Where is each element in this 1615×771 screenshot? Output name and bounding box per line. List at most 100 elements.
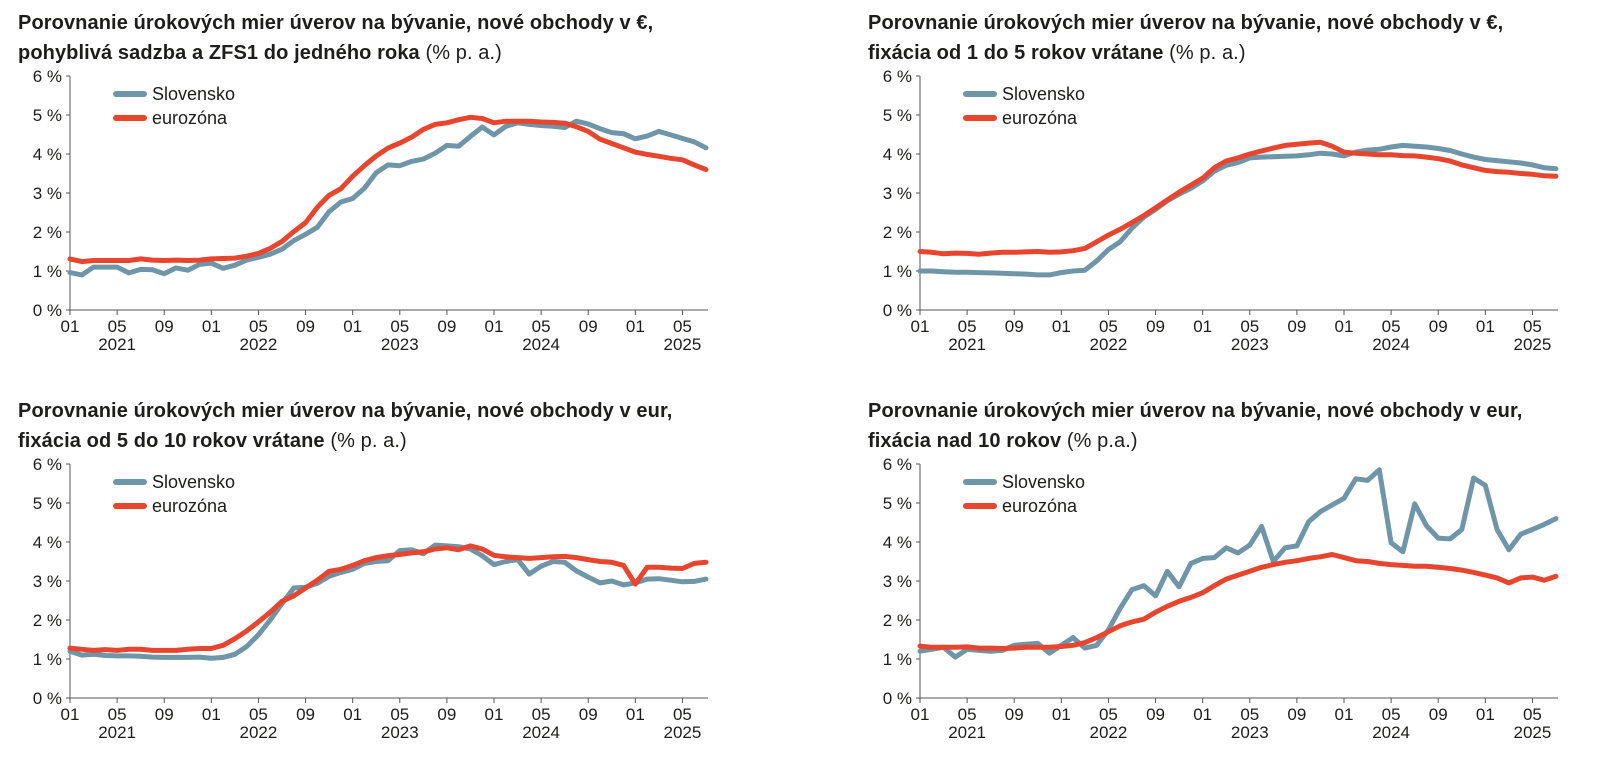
- x-year-label: 2024: [522, 723, 560, 742]
- x-tick-label: 01: [1052, 705, 1071, 724]
- x-year-label: 2022: [240, 335, 278, 354]
- chart-title: Porovnanie úrokových mier úverov na býva…: [18, 396, 778, 456]
- chart-title-line-1: Porovnanie úrokových mier úverov na býva…: [868, 12, 1504, 34]
- y-tick-label: 3 %: [883, 572, 912, 591]
- chart-svg: 0 % 1 % 2 % 3 % 4 % 5 % 6 % 01 05 09 01 05 09 01 05 09 0…: [883, 455, 1559, 742]
- x-tick-label: 09: [1287, 705, 1306, 724]
- series-line-slovensko: [917, 467, 1559, 660]
- x-tick-label: 05: [532, 705, 551, 724]
- x-tick-label: 05: [1099, 705, 1118, 724]
- x-tick-label: 01: [61, 317, 80, 336]
- y-tick-label: 2 %: [883, 611, 912, 630]
- y-tick-label: 3 %: [33, 184, 62, 203]
- chart-title: Porovnanie úrokových mier úverov na býva…: [18, 8, 778, 68]
- chart-panel-fixation-over-10: Porovnanie úrokových mier úverov na býva…: [868, 396, 1615, 771]
- x-tick-label: 09: [1287, 317, 1306, 336]
- x-year-label: 2023: [1231, 335, 1269, 354]
- y-tick-label: 0 %: [33, 301, 62, 320]
- series-line-eurozona: [917, 139, 1559, 257]
- y-tick-label: 0 %: [883, 301, 912, 320]
- chart-panel-fixation-1-5: Porovnanie úrokových mier úverov na býva…: [868, 8, 1615, 383]
- x-tick-label: 01: [485, 317, 504, 336]
- chart-title-unit: (% p.a.): [1066, 430, 1138, 452]
- x-tick-label: 05: [958, 317, 977, 336]
- series-line-slovensko: [67, 542, 709, 661]
- x-tick-label: 05: [673, 317, 692, 336]
- x-tick-label: 05: [1523, 705, 1542, 724]
- x-year-label: 2021: [98, 335, 136, 354]
- x-tick-label: 09: [1146, 317, 1165, 336]
- x-tick-label: 09: [296, 705, 315, 724]
- x-tick-label: 05: [1240, 705, 1259, 724]
- x-tick-label: 09: [155, 705, 174, 724]
- x-year-label: 2022: [240, 723, 278, 742]
- x-tick-label: 01: [1335, 705, 1354, 724]
- legend-label: Slovensko: [1002, 84, 1085, 104]
- x-tick-label: 01: [485, 705, 504, 724]
- x-tick-label: 01: [61, 705, 80, 724]
- chart-title-line-2: fixácia nad 10 rokov (% p.a.): [868, 430, 1138, 452]
- chart-panel-floating-rate: Porovnanie úrokových mier úverov na býva…: [18, 8, 798, 383]
- x-tick-label: 05: [249, 705, 268, 724]
- y-tick-label: 4 %: [883, 145, 912, 164]
- x-tick-label: 09: [1005, 317, 1024, 336]
- x-tick-label: 05: [958, 705, 977, 724]
- legend-label: Slovensko: [152, 84, 235, 104]
- x-tick-label: 01: [1335, 317, 1354, 336]
- y-tick-label: 4 %: [33, 145, 62, 164]
- chart-title-line-1: Porovnanie úrokových mier úverov na býva…: [868, 400, 1523, 422]
- x-tick-label: 01: [343, 705, 362, 724]
- x-tick-label: 01: [1476, 705, 1495, 724]
- x-tick-label: 05: [1382, 705, 1401, 724]
- legend-label: eurozóna: [1002, 496, 1078, 516]
- x-year-label: 2025: [1514, 723, 1552, 742]
- y-tick-label: 4 %: [33, 533, 62, 552]
- x-year-label: 2024: [522, 335, 560, 354]
- x-year-label: 2023: [381, 723, 419, 742]
- x-tick-label: 01: [1193, 317, 1212, 336]
- chart-title-unit: (% p. a.): [330, 430, 407, 452]
- x-year-label: 2021: [948, 335, 986, 354]
- x-tick-label: 01: [1052, 317, 1071, 336]
- x-tick-label: 05: [249, 317, 268, 336]
- series-line-slovensko: [917, 142, 1559, 278]
- x-tick-label: 09: [437, 705, 456, 724]
- chart-title-line-2: fixácia od 1 do 5 rokov vrátane (% p. a.…: [868, 42, 1246, 64]
- x-tick-label: 05: [390, 705, 409, 724]
- legend-label: eurozóna: [152, 496, 228, 516]
- x-year-label: 2022: [1090, 723, 1128, 742]
- legend-label: Slovensko: [1002, 472, 1085, 492]
- x-tick-label: 05: [673, 705, 692, 724]
- x-year-label: 2025: [664, 335, 702, 354]
- y-tick-label: 6 %: [883, 455, 912, 474]
- x-year-label: 2022: [1090, 335, 1128, 354]
- x-year-label: 2025: [1514, 335, 1552, 354]
- x-year-label: 2021: [98, 723, 136, 742]
- y-tick-label: 3 %: [883, 184, 912, 203]
- x-tick-label: 09: [1005, 705, 1024, 724]
- x-year-label: 2021: [948, 723, 986, 742]
- x-year-label: 2023: [1231, 723, 1269, 742]
- chart-title-line-2: pohyblivá sadzba a ZFS1 do jedného roka …: [18, 42, 502, 64]
- y-tick-label: 1 %: [883, 650, 912, 669]
- chart-panel-fixation-5-10: Porovnanie úrokových mier úverov na býva…: [18, 396, 798, 771]
- x-tick-label: 01: [343, 317, 362, 336]
- x-tick-label: 05: [1099, 317, 1118, 336]
- x-tick-label: 01: [1476, 317, 1495, 336]
- series-line-slovensko: [67, 118, 709, 278]
- x-tick-label: 09: [579, 317, 598, 336]
- x-tick-label: 01: [202, 317, 221, 336]
- x-tick-label: 01: [911, 317, 930, 336]
- legend-label: Slovensko: [152, 472, 235, 492]
- x-tick-label: 05: [390, 317, 409, 336]
- x-tick-label: 01: [1193, 705, 1212, 724]
- y-tick-label: 3 %: [33, 572, 62, 591]
- y-tick-label: 1 %: [33, 262, 62, 281]
- series-line-eurozona: [67, 114, 709, 265]
- x-year-label: 2024: [1372, 335, 1410, 354]
- x-tick-label: 05: [1523, 317, 1542, 336]
- chart-svg: 0 % 1 % 2 % 3 % 4 % 5 % 6 % 01 05 09 01 05 09 01 05 09 0…: [33, 455, 709, 742]
- legend-label: eurozóna: [1002, 108, 1078, 128]
- chart-title-unit: (% p. a.): [1169, 42, 1246, 64]
- y-tick-label: 1 %: [883, 262, 912, 281]
